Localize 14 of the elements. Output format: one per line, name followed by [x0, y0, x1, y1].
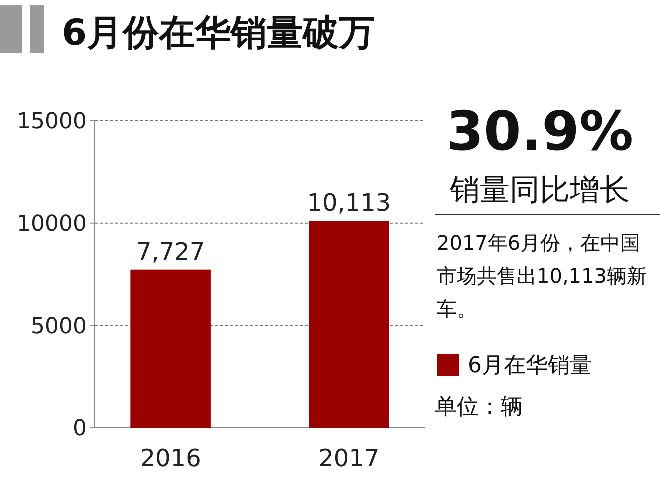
text: 2017年6月份，在中国市场共售出10,113辆新车。: [437, 231, 647, 321]
text: 单位：辆: [435, 395, 523, 420]
x-tick-label: 2017: [318, 444, 380, 472]
y-tick-label: 10000: [17, 212, 87, 238]
x-tick-label: 2016: [140, 444, 202, 472]
chart-title: 6月份在华销量破万: [62, 13, 376, 54]
y-tick-label: 5000: [31, 314, 87, 340]
text: 销量同比增长: [449, 173, 630, 208]
data-label: 10,113: [307, 189, 392, 218]
legend-label: 6月在华销量: [468, 354, 592, 379]
y-tick-label: 0: [73, 416, 87, 442]
text: 30.9%: [446, 100, 634, 163]
data-label: 7,727: [136, 238, 206, 266]
y-tick-label: 15000: [17, 110, 87, 135]
